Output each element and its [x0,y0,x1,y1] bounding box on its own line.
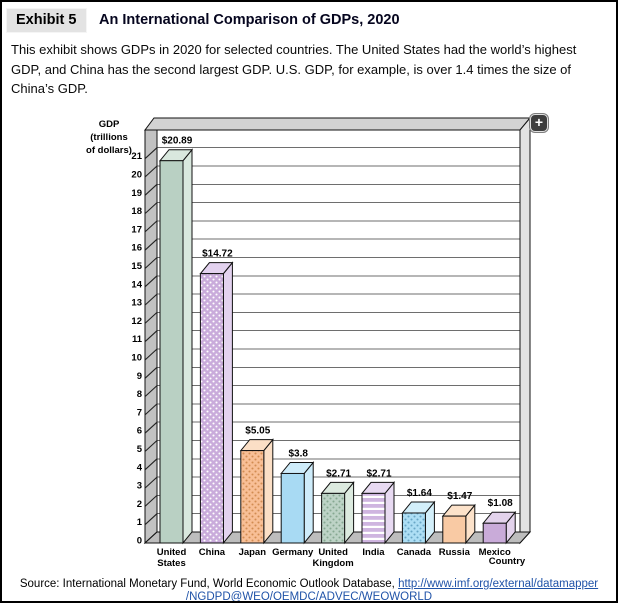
svg-text:5: 5 [137,444,143,455]
svg-text:8: 8 [137,389,142,400]
category-label: United [157,547,187,558]
exhibit-label: Exhibit 5 [6,8,88,33]
svg-text:12: 12 [131,316,142,327]
exhibit-description: This exhibit shows GDPs in 2020 for sele… [11,42,577,96]
y-axis-title: GDP (trillions of dollars) [74,118,144,157]
bar-value-label: $5.05 [245,426,270,437]
svg-text:15: 15 [131,261,142,272]
y-axis-title-line: of dollars) [86,145,132,156]
svg-text:1: 1 [137,517,143,528]
bar-value-label: $1.47 [447,491,472,502]
category-label: China [199,547,226,558]
svg-text:18: 18 [131,206,142,217]
svg-text:21: 21 [131,151,142,162]
page-title: An International Comparison of GDPs, 202… [99,12,400,28]
category-label: Canada [397,547,432,558]
y-axis-title-line: GDP [98,119,120,130]
svg-text:4: 4 [137,462,143,473]
svg-text:20: 20 [131,170,142,181]
category-label: Germany [272,547,314,558]
source-note: Source: International Monetary Fund, Wor… [2,578,616,603]
svg-text:17: 17 [131,224,142,235]
bar-value-label: $2.71 [366,468,391,479]
category-label: Kingdom [313,558,354,569]
bar-value-label: $20.89 [162,136,193,147]
source-link-line2[interactable]: /NGDPD@WEO/OEMDC/ADVEC/WEOWORLD [185,591,433,603]
bar-value-label: $1.08 [488,498,513,509]
svg-text:14: 14 [131,279,142,290]
category-label: United [318,547,348,558]
svg-text:0: 0 [137,536,142,547]
category-label: Japan [239,547,267,558]
svg-text:9: 9 [137,371,142,382]
category-label: India [362,547,385,558]
svg-text:19: 19 [131,188,142,199]
source-text: Source: International Monetary Fund, Wor… [19,578,399,590]
svg-text:6: 6 [137,426,142,437]
bar-value-label: $1.64 [407,488,432,499]
bar-value-label: $14.72 [202,249,233,260]
svg-text:3: 3 [137,481,142,492]
svg-text:10: 10 [131,353,142,364]
zoom-in-button[interactable]: + [530,114,548,132]
category-label: Russia [439,547,471,558]
svg-text:11: 11 [132,334,143,345]
svg-text:7: 7 [137,407,142,418]
x-axis-title: Country [488,556,526,567]
source-link-line1[interactable]: http://www.imf.org/external/datamapper [398,578,599,590]
svg-text:2: 2 [137,499,142,510]
category-label: Mexico [479,547,511,558]
bar-value-label: $2.71 [326,468,351,479]
svg-text:13: 13 [131,298,142,309]
category-label: States [157,558,186,569]
bar-value-label: $3.8 [288,448,308,459]
svg-text:16: 16 [131,243,142,254]
y-axis-title-line: (trillions [90,132,128,143]
